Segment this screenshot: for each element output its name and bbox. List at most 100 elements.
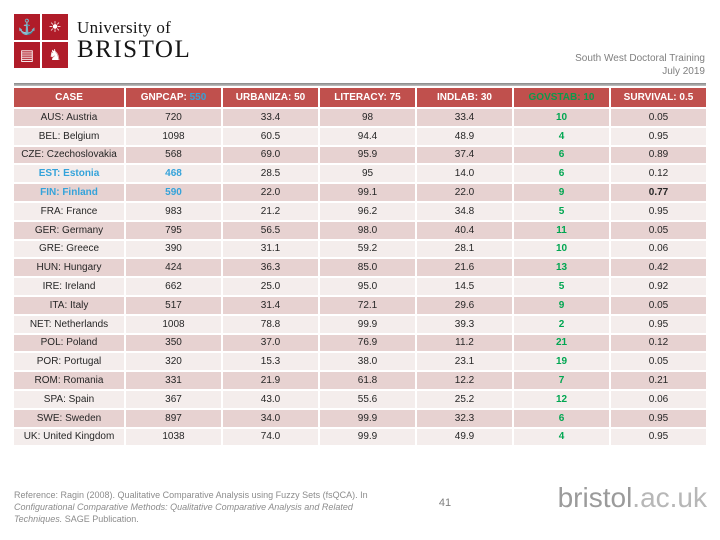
cell-indlab: 39.3 [417, 315, 512, 333]
cell-literacy: 99.1 [320, 184, 415, 201]
cell-urbaniza: 22.0 [223, 184, 318, 201]
cell-survival: 0.05 [611, 221, 706, 239]
column-header-survival: SURVIVAL: 0.5 [611, 88, 706, 107]
cell-indlab: 48.9 [417, 127, 512, 145]
cell-literacy: 85.0 [320, 259, 415, 277]
cell-gnpcap: 897 [126, 409, 221, 427]
cell-indlab: 28.1 [417, 240, 512, 258]
page-number: 41 [438, 497, 452, 509]
cell-survival: 0.06 [611, 240, 706, 258]
table-row: GRE: Greece 390 31.1 59.2 28.1 10 0.06 [14, 240, 706, 258]
cell-urbaniza: 74.0 [223, 428, 318, 446]
column-header-govstab: GOVSTAB: 10 [514, 88, 609, 107]
training-programme-header: South West Doctoral Training July 2019 [575, 52, 705, 78]
cell-urbaniza: 36.3 [223, 259, 318, 277]
table-row: SPA: Spain 367 43.0 55.6 25.2 12 0.06 [14, 390, 706, 408]
cell-literacy: 59.2 [320, 240, 415, 258]
cell-case: ROM: Romania [14, 372, 124, 389]
cell-govstab: 4 [514, 127, 609, 145]
cell-urbaniza: 69.0 [223, 146, 318, 164]
cell-urbaniza: 34.0 [223, 409, 318, 427]
table-header-row: CASE GNPCAP: 550 URBANIZA: 50 LITERACY: 75 I… [14, 88, 706, 107]
table-row: POR: Portugal 320 15.3 38.0 23.1 19 0.05 [14, 353, 706, 371]
cell-indlab: 32.3 [417, 409, 512, 427]
cell-literacy: 55.6 [320, 390, 415, 408]
cell-case: FIN: Finland [14, 184, 124, 201]
crest-ship-icon: ⚓ [14, 14, 40, 40]
divider-line [14, 83, 706, 86]
cell-survival: 0.95 [611, 315, 706, 333]
cell-gnpcap: 424 [126, 259, 221, 277]
cell-gnpcap: 331 [126, 372, 221, 389]
cell-case: SWE: Sweden [14, 409, 124, 427]
cell-survival: 0.95 [611, 409, 706, 427]
cell-govstab: 12 [514, 390, 609, 408]
threshold-value: 550 [186, 92, 207, 103]
bristol-url-logo: bristol.ac.uk [558, 484, 707, 512]
cell-indlab: 22.0 [417, 184, 512, 201]
cell-gnpcap: 720 [126, 109, 221, 126]
cell-case: UK: United Kingdom [14, 428, 124, 446]
university-of-bristol-logo: ⚓ ☀ ▤ ♞ University of BRISTOL [14, 14, 191, 68]
cell-gnpcap: 468 [126, 165, 221, 183]
cell-literacy: 95.9 [320, 146, 415, 164]
cell-case: IRE: Ireland [14, 278, 124, 295]
cell-survival: 0.95 [611, 202, 706, 220]
brand-main: bristol [557, 482, 633, 513]
cell-literacy: 94.4 [320, 127, 415, 145]
cell-gnpcap: 1038 [126, 428, 221, 446]
cell-literacy: 98.0 [320, 221, 415, 239]
cell-survival: 0.06 [611, 390, 706, 408]
cell-govstab: 21 [514, 334, 609, 352]
table-row: ITA: Italy 517 31.4 72.1 29.6 9 0.05 [14, 296, 706, 314]
cell-gnpcap: 1098 [126, 127, 221, 145]
cell-survival: 0.05 [611, 296, 706, 314]
cell-urbaniza: 33.4 [223, 109, 318, 126]
cell-govstab: 5 [514, 202, 609, 220]
cell-urbaniza: 43.0 [223, 390, 318, 408]
cell-govstab: 4 [514, 428, 609, 446]
cell-survival: 0.92 [611, 278, 706, 295]
cell-literacy: 95.0 [320, 278, 415, 295]
column-header-indlab: INDLAB: 30 [417, 88, 512, 107]
table-row: UK: United Kingdom 1038 74.0 99.9 49.9 4 0.95 [14, 428, 706, 446]
cell-govstab: 10 [514, 109, 609, 126]
cell-gnpcap: 568 [126, 146, 221, 164]
cell-gnpcap: 517 [126, 296, 221, 314]
cell-case: HUN: Hungary [14, 259, 124, 277]
fsqca-data-table: CASE GNPCAP: 550 URBANIZA: 50 LITERACY: 75 I… [12, 86, 708, 447]
cell-indlab: 21.6 [417, 259, 512, 277]
cell-urbaniza: 37.0 [223, 334, 318, 352]
cell-govstab: 7 [514, 372, 609, 389]
cell-indlab: 37.4 [417, 146, 512, 164]
cell-literacy: 61.8 [320, 372, 415, 389]
cell-survival: 0.21 [611, 372, 706, 389]
cell-indlab: 40.4 [417, 221, 512, 239]
cell-literacy: 99.9 [320, 315, 415, 333]
table-row: CZE: Czechoslovakia 568 69.0 95.9 37.4 6 0.89 [14, 146, 706, 164]
crest-book-icon: ▤ [14, 42, 40, 68]
cell-survival: 0.42 [611, 259, 706, 277]
cell-gnpcap: 662 [126, 278, 221, 295]
cell-gnpcap: 795 [126, 221, 221, 239]
cell-indlab: 33.4 [417, 109, 512, 126]
cell-survival: 0.95 [611, 428, 706, 446]
cell-indlab: 34.8 [417, 202, 512, 220]
table-row: AUS: Austria 720 33.4 98 33.4 10 0.05 [14, 109, 706, 126]
cell-urbaniza: 28.5 [223, 165, 318, 183]
cell-indlab: 49.9 [417, 428, 512, 446]
reference-prefix: Reference: Ragin (2008). Qualitative Com… [14, 490, 368, 500]
cell-gnpcap: 1008 [126, 315, 221, 333]
cell-literacy: 95 [320, 165, 415, 183]
logo-bristol: BRISTOL [77, 36, 192, 63]
cell-indlab: 25.2 [417, 390, 512, 408]
cell-govstab: 9 [514, 296, 609, 314]
cell-case: FRA: France [14, 202, 124, 220]
cell-urbaniza: 15.3 [223, 353, 318, 371]
cell-survival: 0.12 [611, 165, 706, 183]
brand-suffix: .ac.uk [632, 482, 707, 513]
cell-indlab: 12.2 [417, 372, 512, 389]
cell-indlab: 23.1 [417, 353, 512, 371]
reference-suffix: SAGE Publication. [62, 514, 139, 525]
cell-urbaniza: 78.8 [223, 315, 318, 333]
